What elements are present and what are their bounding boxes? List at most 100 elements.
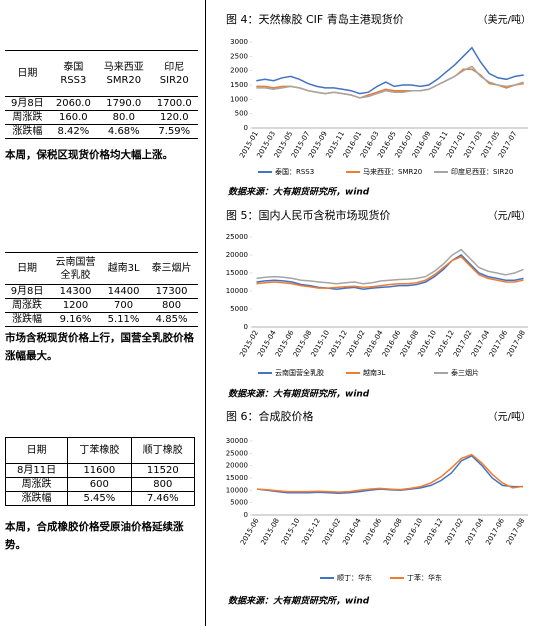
chart-unit: （元/吨） — [488, 209, 531, 222]
table-cell: 7.59% — [150, 124, 198, 139]
chart-unit: （美元/吨） — [478, 13, 531, 26]
legend-label: 印度尼西亚：SIR20 — [451, 167, 513, 176]
table-cell: 4.68% — [97, 124, 151, 139]
series-line — [256, 248, 524, 285]
x-tick-label: 2016-10 — [403, 517, 425, 546]
x-tick-label: 2017-02 — [443, 517, 465, 546]
table-cell: 4.85% — [145, 312, 198, 327]
table-cell: 160.0 — [49, 110, 98, 125]
header-cell: 日期 — [5, 252, 50, 285]
y-tick-label: 10000 — [226, 287, 248, 295]
x-tick-label: 2016-12 — [423, 517, 445, 546]
legend-label: 顺丁：华东 — [337, 573, 372, 582]
header-cell: 泰三烟片 — [145, 252, 198, 285]
chart-unit: （元/吨） — [488, 410, 531, 423]
table-cell: 7.46% — [130, 491, 196, 506]
x-tick-label: 2016-02 — [321, 517, 343, 546]
legend-label: 泰三烟片 — [451, 368, 479, 377]
header-cell: 日期 — [5, 50, 50, 97]
header-cell: 云南国营 全乳胶 — [49, 252, 102, 285]
legend-label: 云南国营全乳胶 — [275, 368, 324, 377]
y-tick-label: 2500 — [230, 52, 248, 60]
table-cell: 9.16% — [49, 312, 102, 327]
x-tick-label: 2015-10 — [280, 517, 302, 546]
table-cell: 2060.0 — [49, 96, 98, 111]
divider — [205, 0, 206, 626]
table-cell: 5.45% — [67, 491, 132, 506]
y-tick-label: 25000 — [226, 449, 248, 457]
table-row: 9月8日 2060.0 1790.0 1700.0 — [5, 96, 198, 111]
table-cell: 1200 — [49, 298, 102, 313]
y-tick-label: 5000 — [230, 499, 248, 507]
x-tick-label: 2016-06 — [362, 517, 384, 547]
header-cell: 顺丁橡胶 — [130, 437, 196, 464]
header-row: 日期 丁苯橡胶 顺丁橡胶 — [4, 437, 196, 464]
x-tick-label: 2016-08 — [382, 517, 404, 546]
header-cell: 丁苯橡胶 — [67, 437, 132, 464]
y-tick-label: 15000 — [226, 474, 248, 482]
y-tick-label: 10000 — [226, 486, 248, 494]
table-cell: 涨跌幅 — [5, 124, 50, 139]
table-cell: 600 — [67, 477, 132, 492]
table-row: 周涨跌 600 800 — [4, 477, 196, 492]
header-cell: 马来西亚 SMR20 — [97, 50, 151, 97]
header-row: 日期 云南国营 全乳胶 越南3L 泰三烟片 — [5, 252, 198, 285]
charts: 图 4：天然橡胶 CIF 青岛主港现货价 （美元/吨） 0 500 1000 1500 20… — [226, 12, 531, 607]
table-row: 周涨跌 160.0 80.0 120.0 — [5, 110, 198, 125]
x-tick-label: 2016-04 — [341, 517, 363, 547]
y-tick-label: 500 — [235, 110, 248, 118]
table-cell: 周涨跌 — [5, 298, 50, 313]
table-cell: 周涨跌 — [4, 477, 69, 492]
series-line — [257, 454, 523, 495]
table-cell: 9月8日 — [5, 284, 50, 299]
chart-title: 图 6：合成胶价格 — [226, 409, 314, 423]
table-note: 本周，保税区现货价格均大幅上涨。 — [5, 149, 173, 161]
table-cell: 17300 — [145, 284, 198, 299]
table-row: 8月11日 11600 11520 — [4, 463, 196, 478]
table-cell: 9月8日 — [5, 96, 50, 111]
header-cell: 印尼 SIR20 — [150, 50, 198, 97]
x-tick-label: 2017-06 — [484, 517, 506, 547]
series-line — [256, 254, 524, 290]
table-cell: 700 — [101, 298, 146, 313]
legend-label: 丁苯：华东 — [407, 573, 442, 582]
y-tick-label: 15000 — [226, 269, 248, 277]
table-cell: 800 — [130, 477, 196, 492]
legend-label: 马来西亚：SMR20 — [363, 168, 422, 176]
header-cell: 越南3L — [101, 252, 146, 285]
y-tick-label: 2000 — [230, 67, 248, 75]
y-tick-label: 0 — [244, 124, 248, 132]
y-tick-label: 20000 — [226, 462, 248, 470]
data-table: 日期 云南国营 全乳胶 越南3L 泰三烟片 9月8日 14300 14400 17300 周涨跌… — [5, 252, 198, 327]
table-row: 周涨跌 1200 700 800 — [5, 298, 198, 313]
table-cell: 11520 — [130, 463, 196, 478]
table-row: 涨跌幅 8.42% 4.68% 7.59% — [5, 124, 198, 139]
chart-source: 数据来源：大有期货研究所，wind — [228, 596, 370, 607]
y-tick-label: 3000 — [230, 38, 248, 46]
table-cell: 120.0 — [150, 110, 198, 125]
table-cell: 14300 — [49, 284, 102, 299]
series-line — [257, 453, 524, 493]
table-row: 涨跌幅 9.16% 5.11% 4.85% — [5, 312, 198, 327]
y-tick-label: 25000 — [226, 233, 248, 241]
y-tick-label: 0 — [244, 511, 248, 519]
table-cell: 涨跌幅 — [5, 312, 50, 327]
table-row: 9月8日 14300 14400 17300 — [5, 284, 198, 299]
x-tick-label: 2015-08 — [259, 517, 281, 546]
legend-label: 泰国：RSS3 — [275, 167, 314, 176]
table-cell: 11600 — [67, 463, 132, 478]
table-cell: 80.0 — [97, 110, 151, 125]
table-cell: 800 — [145, 298, 198, 313]
table-note: 市场含税现货价格上行，国营全乳胶价格涨幅最大。 — [5, 332, 194, 362]
y-tick-label: 20000 — [226, 251, 248, 259]
data-table: 日期 丁苯橡胶 顺丁橡胶 8月11日 11600 11520 周涨跌 600 800 涨跌幅 5.4… — [4, 437, 196, 506]
table-note: 本周，合成橡胶价格受原油价格延续涨势。 — [5, 521, 184, 551]
x-tick-label: 2017-04 — [464, 517, 486, 547]
header-cell: 泰国 RSS3 — [49, 50, 98, 97]
y-tick-label: 1500 — [230, 81, 248, 89]
x-tick-label: 2015-06 — [239, 517, 261, 547]
table-row: 涨跌幅 5.45% 7.46% — [4, 491, 196, 506]
y-tick-label: 0 — [244, 323, 248, 331]
data-table: 日期 泰国 RSS3 马来西亚 SMR20 印尼 SIR20 9月8日 2060.0 179… — [5, 50, 198, 139]
table-cell: 1700.0 — [150, 96, 198, 111]
